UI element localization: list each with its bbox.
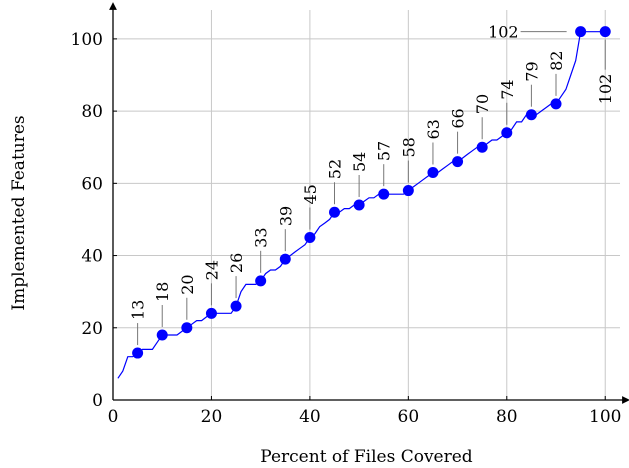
data-label: 18: [153, 282, 172, 302]
y-tick-label: 40: [81, 247, 103, 267]
data-point: [132, 347, 144, 359]
data-label: 24: [202, 260, 221, 280]
y-tick-label: 100: [71, 30, 103, 50]
data-label: 13: [129, 300, 148, 320]
data-label: 33: [252, 227, 271, 247]
data-point: [501, 127, 513, 139]
data-point: [230, 300, 242, 312]
data-point: [156, 329, 168, 341]
data-point: [550, 98, 562, 110]
data-label: 102: [488, 23, 519, 42]
data-label: 102: [596, 74, 615, 105]
y-tick-label: 0: [92, 391, 103, 411]
data-label: 52: [326, 159, 345, 179]
label-pins: [137, 31, 606, 346]
x-tick-label: 40: [299, 407, 321, 427]
data-point: [353, 199, 365, 211]
data-point: [329, 206, 341, 218]
data-label: 58: [399, 137, 418, 157]
data-label: 79: [522, 61, 541, 81]
data-point: [205, 307, 217, 319]
data-label: 26: [227, 253, 246, 273]
y-tick-label: 60: [81, 174, 103, 194]
data-label: 57: [375, 141, 394, 161]
data-point: [181, 322, 193, 334]
data-point: [575, 26, 587, 38]
data-point: [402, 185, 414, 197]
data-label: 82: [547, 51, 566, 71]
x-tick-label: 60: [398, 407, 420, 427]
data-point: [255, 275, 267, 287]
data-point: [279, 253, 291, 265]
data-point: [476, 141, 488, 153]
y-tick-label: 20: [81, 319, 103, 339]
data-label: 70: [473, 94, 492, 114]
data-label: 66: [449, 108, 468, 128]
x-tick-label: 80: [496, 407, 518, 427]
x-tick-label: 0: [108, 407, 119, 427]
x-axis-label: Percent of Files Covered: [260, 447, 473, 467]
data-point: [378, 188, 390, 200]
axes: 0 20 40 60 80 100 0 20 40 60 80 100: [71, 2, 629, 427]
grid: [113, 10, 620, 400]
x-tick-label: 20: [201, 407, 223, 427]
data-point: [599, 26, 611, 38]
data-label: 20: [178, 274, 197, 294]
x-tick-label: 100: [589, 407, 621, 427]
data-point: [452, 156, 464, 168]
data-markers: [132, 26, 611, 359]
data-label: 39: [276, 206, 295, 226]
data-point: [427, 167, 439, 178]
data-label: 63: [424, 119, 443, 139]
data-label: 45: [301, 184, 320, 204]
data-label: 54: [350, 152, 369, 172]
data-label: 74: [498, 79, 517, 99]
data-point: [525, 109, 537, 121]
y-axis-label: Implemented Features: [9, 115, 29, 310]
data-point: [304, 232, 316, 243]
y-tick-label: 80: [81, 102, 103, 122]
